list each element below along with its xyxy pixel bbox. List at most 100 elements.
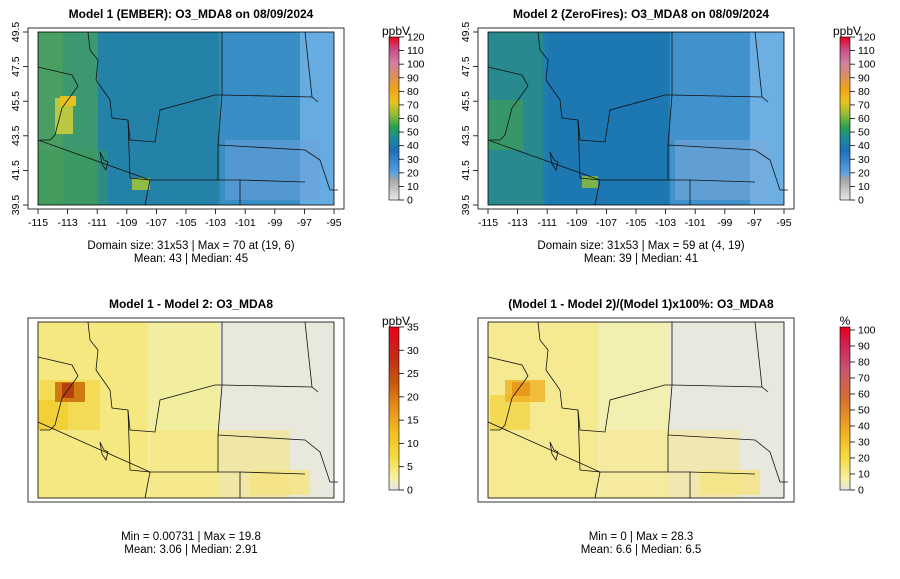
colorbar-tick-label: 5	[407, 461, 413, 473]
y-tick-label: 39.5	[460, 195, 472, 216]
stats-line-1: Min = 0.00731 | Max = 19.8	[121, 531, 261, 543]
colorbar-tick-label: 40	[858, 140, 870, 152]
colorbar-tick-label: 10	[407, 181, 419, 193]
state-boundaries	[37, 321, 338, 499]
x-tick-label: -101	[685, 217, 706, 229]
y-tick-label: 41.5	[460, 160, 472, 181]
colorbar-unit: %	[840, 314, 851, 328]
y-tick-label: 43.5	[460, 125, 472, 146]
x-tick-label: -113	[507, 217, 527, 229]
colorbar-tick-label: 70	[858, 373, 870, 385]
colorbar-unit: ppbV	[382, 24, 410, 38]
x-tick-label: -99	[717, 217, 732, 229]
colorbar-tick-label: 10	[858, 469, 870, 481]
panel-difference: Model 1 - Model 2: O3_MDA8	[27, 297, 419, 556]
colorbar-tick-label: 40	[858, 421, 870, 433]
y-tick-label: 47.5	[460, 56, 472, 77]
y-tick-label: 49.5	[460, 22, 472, 43]
colorbar-tick-label: 90	[407, 72, 419, 84]
map-field	[488, 32, 784, 205]
colorbar-tick-label: 90	[858, 72, 870, 84]
stats-line-2: Mean: 3.06 | Median: 2.91	[124, 544, 257, 556]
stats-line-1: Domain size: 31x53 | Max = 59 at (4, 19)	[537, 240, 744, 252]
x-tick-label: -111	[87, 217, 107, 229]
map-frame	[37, 321, 335, 499]
colorbar-tick-label: 50	[858, 127, 870, 139]
colorbar-tick-label: 15	[407, 415, 419, 427]
map-frame	[37, 31, 335, 206]
colorbar-tick-label: 120	[407, 32, 425, 44]
x-tick-label: -103	[655, 217, 676, 229]
x-tick-label: -115	[28, 217, 48, 229]
colorbar-tick-label: 10	[858, 181, 870, 193]
colorbar-tick-label: 20	[407, 167, 419, 179]
colorbar-unit: ppbV	[382, 314, 410, 328]
colorbar-tick-label: 40	[407, 140, 419, 152]
map-frame	[487, 321, 785, 499]
colorbar-tick-label: 20	[858, 167, 870, 179]
colorbar-tick-label: 110	[858, 45, 875, 57]
x-tick-label: -105	[175, 217, 196, 229]
colorbar-tick-label: 80	[858, 357, 870, 369]
axes-box	[477, 317, 795, 503]
colorbar-tick-label: 80	[858, 86, 870, 98]
x-tick-label: -95	[326, 217, 341, 229]
colorbar-tick-label: 100	[407, 59, 425, 71]
stats-line-1: Min = 0 | Max = 28.3	[589, 531, 694, 543]
x-tick-label: -103	[205, 217, 226, 229]
state-boundaries	[487, 321, 788, 499]
colorbar-tick-label: 50	[407, 127, 419, 139]
panel-percent-difference: (Model 1 - Model 2)/(Model 1)x100%: O3_M…	[477, 297, 876, 556]
colorbar-tick-label: 0	[858, 195, 864, 207]
state-boundaries	[487, 31, 788, 206]
y-tick-label: 39.5	[10, 195, 22, 216]
panel-model1: Model 1 (EMBER): O3_MDA8 on 08/09/2024	[10, 7, 425, 265]
colorbar-tick-label: 20	[407, 391, 419, 403]
x-tick-label: -111	[537, 217, 557, 229]
colorbar-tick-label: 30	[407, 345, 419, 357]
x-tick-label: -95	[776, 217, 791, 229]
map-field	[38, 32, 334, 205]
y-tick-label: 47.5	[10, 56, 22, 77]
x-tick-label: -105	[625, 217, 646, 229]
axes-box	[27, 317, 345, 503]
colorbar-tick-label: 60	[407, 113, 419, 125]
panel-title: (Model 1 - Model 2)/(Model 1)x100%: O3_M…	[508, 297, 774, 311]
colorbar-tick-label: 20	[858, 453, 870, 465]
panel-model2: Model 2 (ZeroFires): O3_MDA8 on 08/09/20…	[460, 7, 876, 265]
colorbar-tick-label: 25	[407, 368, 419, 380]
x-tick-label: -99	[267, 217, 282, 229]
panel-title: Model 2 (ZeroFires): O3_MDA8 on 08/09/20…	[513, 7, 769, 21]
x-tick-label: -107	[596, 217, 617, 229]
colorbar-tick-label: 120	[858, 32, 876, 44]
map-frame	[487, 31, 785, 206]
colorbar-tick-label: 100	[858, 59, 876, 71]
colorbar-tick-label: 80	[407, 86, 419, 98]
colorbar-tick-label: 70	[858, 99, 870, 111]
y-tick-label: 41.5	[10, 160, 22, 181]
map-field	[38, 322, 334, 498]
y-tick-label: 43.5	[10, 125, 22, 146]
y-tick-label: 49.5	[10, 22, 22, 43]
x-tick-label: -107	[146, 217, 167, 229]
colorbar-tick-label: 0	[407, 485, 413, 497]
colorbar-tick-label: 10	[407, 438, 419, 450]
colorbar-tick-label: 70	[407, 99, 419, 111]
colorbar-tick-label: 30	[407, 154, 419, 166]
panel-title: Model 1 (EMBER): O3_MDA8 on 08/09/2024	[69, 7, 314, 21]
colorbar-tick-label: 50	[858, 405, 870, 417]
colorbar-tick-label: 60	[858, 113, 870, 125]
colorbar-tick-label: 110	[407, 45, 424, 57]
x-tick-label: -97	[297, 217, 312, 229]
x-tick-label: -109	[116, 217, 137, 229]
colorbar: % 0 10 20 30 40 50 60 70 80 90 100	[840, 314, 876, 497]
panel-title: Model 1 - Model 2: O3_MDA8	[109, 297, 273, 311]
stats-line-1: Domain size: 31x53 | Max = 70 at (19, 6)	[87, 240, 294, 252]
stats-line-2: Mean: 6.6 | Median: 6.5	[581, 544, 702, 556]
colorbar-tick-label: 30	[858, 154, 870, 166]
x-tick-label: -109	[566, 217, 587, 229]
y-tick-label: 45.5	[460, 91, 472, 112]
